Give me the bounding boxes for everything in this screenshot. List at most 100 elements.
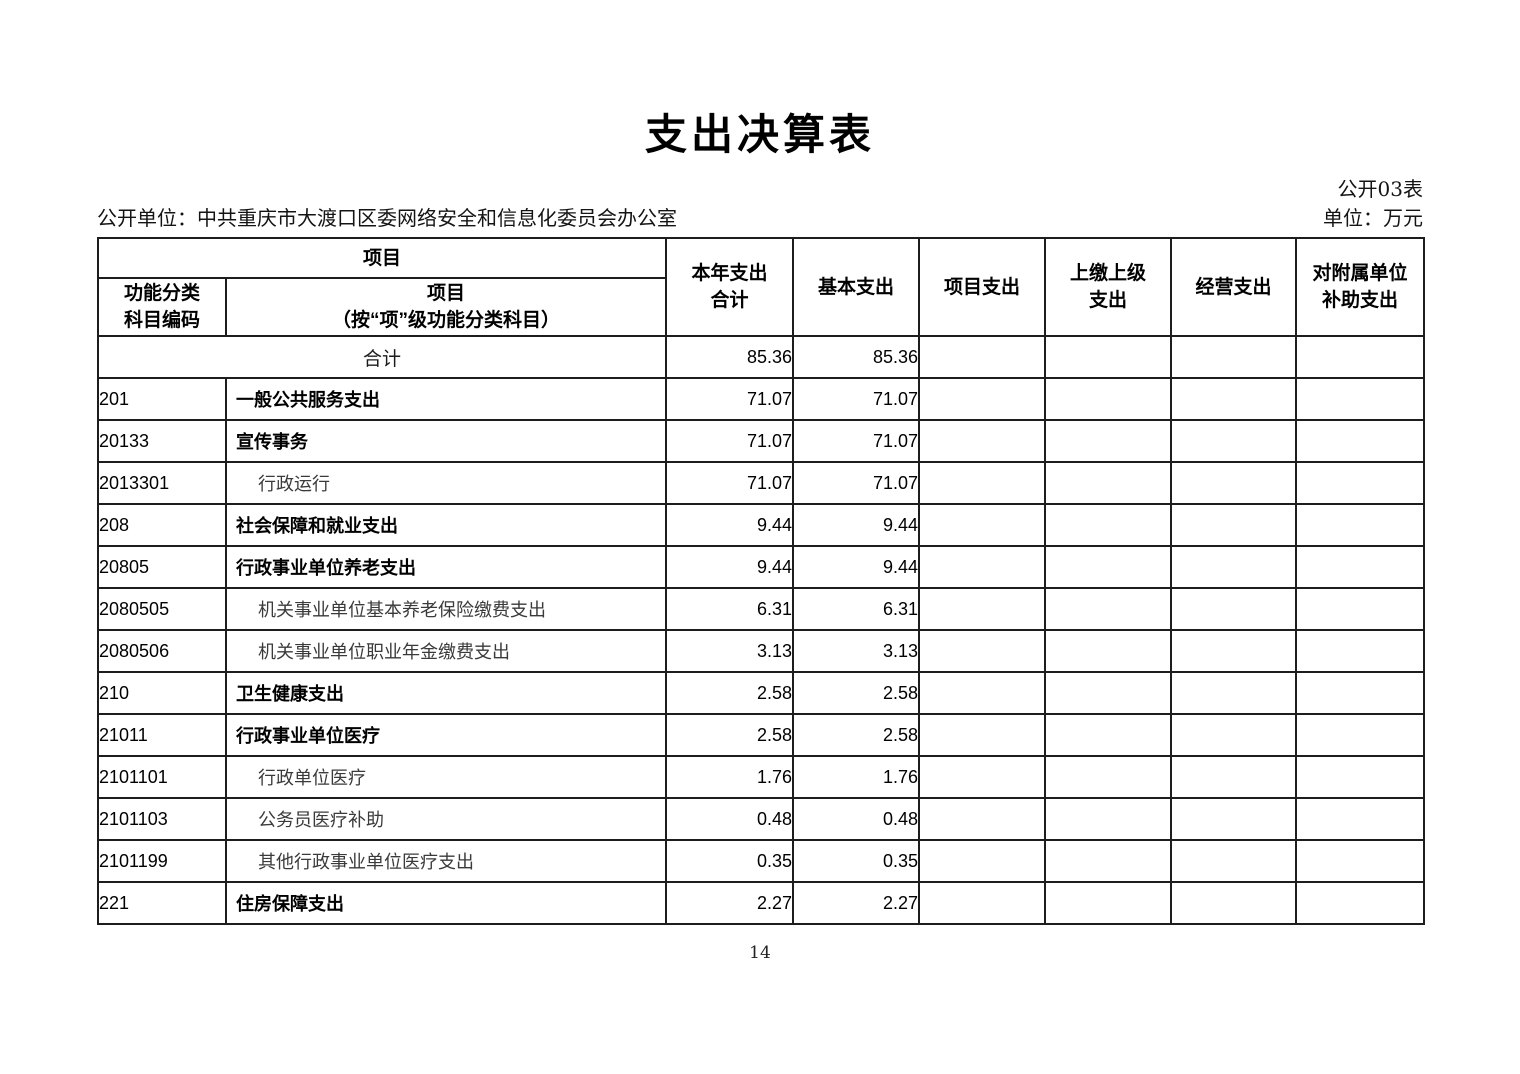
row-value [1295, 713, 1426, 757]
table-row: 221 住房保障支出 2.27 2.27 [97, 881, 1426, 925]
row-value: 2.27 [792, 881, 921, 925]
row-function-code: 20805 [97, 545, 227, 589]
row-value [918, 587, 1047, 631]
row-value [1170, 503, 1298, 547]
row-value: 2.27 [665, 881, 795, 925]
row-value: 0.35 [792, 839, 921, 883]
table-row: 208 社会保障和就业支出 9.44 9.44 [97, 503, 1426, 547]
row-value: 71.07 [665, 377, 795, 421]
header-row-sub: 功能分类 科目编码 项目 （按“项”级功能分类科目） [97, 277, 1424, 337]
header-project-group: 项目 [96, 237, 668, 279]
page-number: 14 [749, 943, 771, 963]
row-function-code: 2080505 [97, 587, 227, 631]
row-value [1044, 545, 1173, 589]
header-item-name: 项目 （按“项”级功能分类科目） [224, 277, 668, 337]
row-item-name: 机关事业单位基本养老保险缴费支出 [224, 587, 668, 631]
row-value: 9.44 [665, 545, 795, 589]
row-value: 2.58 [792, 671, 921, 715]
header-row-group: 项目 本年支出 合计 基本支出 项目支出 上缴上级 支出 经营支出 对附属单位 … [96, 237, 1426, 337]
row-value [1044, 461, 1173, 505]
row-value [1295, 587, 1426, 631]
row-value: 71.07 [665, 419, 795, 463]
row-value: 6.31 [665, 587, 795, 631]
row-value [1170, 881, 1298, 925]
currency-unit-label: 单位：万元 [1323, 206, 1423, 230]
row-value [1170, 419, 1298, 463]
row-value [1295, 545, 1426, 589]
row-value: 0.35 [665, 839, 795, 883]
row-value: 3.13 [665, 629, 795, 673]
row-item-name: 行政单位医疗 [224, 755, 668, 799]
row-value [1295, 503, 1426, 547]
row-value [1044, 503, 1173, 547]
row-function-code: 201 [97, 377, 227, 421]
row-value [1170, 335, 1298, 379]
table-row: 2101199 其他行政事业单位医疗支出 0.35 0.35 [97, 839, 1426, 883]
row-value [1295, 755, 1426, 799]
meta-row: 公开单位：中共重庆市大渡口区委网络安全和信息化委员会办公室 单位：万元 [97, 204, 1423, 232]
row-value: 2.58 [665, 713, 795, 757]
table-header: 项目 本年支出 合计 基本支出 项目支出 上缴上级 支出 经营支出 对附属单位 … [96, 237, 1426, 337]
row-item-name: 社会保障和就业支出 [224, 503, 668, 547]
row-value [1170, 545, 1298, 589]
row-value [918, 755, 1047, 799]
header-project-expenditure: 项目支出 [918, 237, 1047, 337]
table-row: 2080505 机关事业单位基本养老保险缴费支出 6.31 6.31 [97, 587, 1426, 631]
row-value [1170, 713, 1298, 757]
header-operating-expenditure: 经营支出 [1170, 237, 1298, 337]
row-value [1170, 755, 1298, 799]
row-value: 2.58 [792, 713, 921, 757]
row-function-code: 2080506 [97, 629, 227, 673]
row-value [918, 713, 1047, 757]
row-value [1170, 671, 1298, 715]
row-function-code: 2101101 [97, 755, 227, 799]
row-value [918, 629, 1047, 673]
row-value [1170, 377, 1298, 421]
row-value [1170, 461, 1298, 505]
row-item-name: 行政事业单位养老支出 [224, 545, 668, 589]
row-value [1295, 461, 1426, 505]
table-row: 20133 宣传事务 71.07 71.07 [97, 419, 1426, 463]
row-item-name: 行政事业单位医疗 [224, 713, 668, 757]
table-row: 2080506 机关事业单位职业年金缴费支出 3.13 3.13 [97, 629, 1426, 673]
header-basic-expenditure: 基本支出 [792, 237, 921, 337]
row-value [1044, 797, 1173, 841]
row-value [1044, 587, 1173, 631]
row-value: 9.44 [665, 503, 795, 547]
row-item-name: 行政运行 [224, 461, 668, 505]
row-value: 3.13 [792, 629, 921, 673]
table-row: 合计 85.36 85.36 [96, 335, 1426, 379]
row-function-code: 20133 [97, 419, 227, 463]
row-value [1295, 335, 1426, 379]
table-body: 合计 85.36 85.36 201 一般公共服务支出 71.07 71.07 20133 宣传… [96, 335, 1426, 925]
row-value: 71.07 [792, 461, 921, 505]
row-function-code: 2013301 [97, 461, 227, 505]
row-value [918, 545, 1047, 589]
row-value [1044, 671, 1173, 715]
table-row: 210 卫生健康支出 2.58 2.58 [97, 671, 1426, 715]
row-item-name: 其他行政事业单位医疗支出 [224, 839, 668, 883]
row-item-name: 住房保障支出 [224, 881, 668, 925]
row-value [1295, 377, 1426, 421]
row-function-code: 21011 [97, 713, 227, 757]
table-row: 20805 行政事业单位养老支出 9.44 9.44 [97, 545, 1426, 589]
document-meta: 公开03表 公开单位：中共重庆市大渡口区委网络安全和信息化委员会办公室 单位：万… [97, 176, 1423, 232]
row-value [1044, 377, 1173, 421]
row-value [1295, 419, 1426, 463]
row-value: 71.07 [792, 419, 921, 463]
row-value [1044, 755, 1173, 799]
row-value [1295, 881, 1426, 925]
row-value [1044, 713, 1173, 757]
row-value [1170, 839, 1298, 883]
row-value [1295, 797, 1426, 841]
row-value [1044, 881, 1173, 925]
row-value: 71.07 [792, 377, 921, 421]
row-value [1170, 629, 1298, 673]
table-row: 21011 行政事业单位医疗 2.58 2.58 [97, 713, 1426, 757]
row-value [918, 503, 1047, 547]
row-value: 85.36 [792, 335, 921, 379]
row-value [918, 839, 1047, 883]
row-value [1044, 419, 1173, 463]
row-value: 2.58 [665, 671, 795, 715]
